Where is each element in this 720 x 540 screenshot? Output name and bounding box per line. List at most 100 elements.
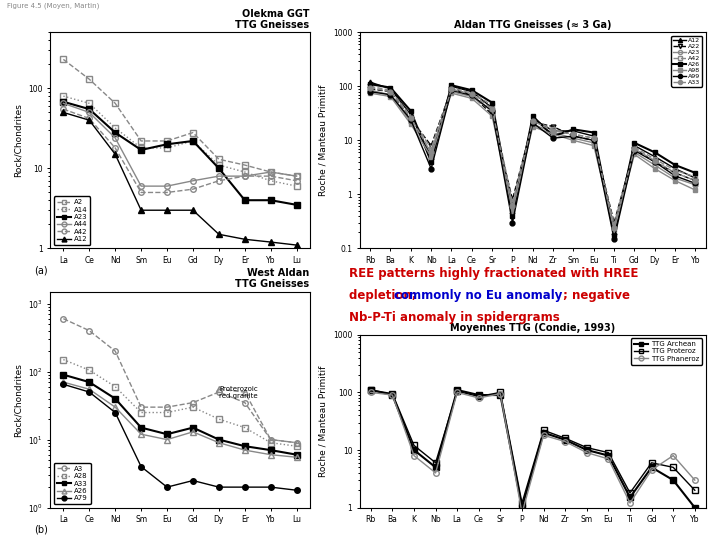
- A23: [111, 130, 120, 136]
- Text: REE patterns highly fractionated with HREE: REE patterns highly fractionated with HR…: [349, 267, 639, 280]
- A26: [630, 140, 639, 146]
- A23: [366, 87, 374, 93]
- A3: [189, 400, 197, 406]
- Line: A22: A22: [368, 86, 698, 225]
- Text: West Aldan
TTG Gneisses: West Aldan TTG Gneisses: [235, 268, 310, 289]
- A33: [215, 436, 223, 443]
- A23: [650, 162, 659, 168]
- A12: [590, 133, 598, 139]
- Text: Nb-P-Ti anomaly in spidergrams: Nb-P-Ti anomaly in spidergrams: [349, 310, 560, 323]
- A42: [59, 106, 68, 112]
- A44: [292, 173, 301, 179]
- A42: [630, 144, 639, 150]
- TTG Phaneroz: [431, 470, 440, 476]
- A98: [610, 227, 618, 233]
- TTG Proteroz: [410, 442, 418, 449]
- TTG Archean: [388, 392, 397, 399]
- Line: A23: A23: [60, 99, 300, 208]
- A99: [691, 180, 700, 187]
- A42: [366, 83, 374, 90]
- TTG Phaneroz: [647, 467, 656, 473]
- A28: [137, 409, 145, 416]
- A12: [366, 79, 374, 85]
- A98: [691, 187, 700, 193]
- TTG Proteroz: [669, 464, 678, 470]
- A33: [111, 395, 120, 402]
- TTG Archean: [453, 387, 462, 393]
- A99: [610, 235, 618, 242]
- Line: A42: A42: [60, 106, 300, 195]
- A14: [266, 178, 275, 184]
- A98: [590, 143, 598, 149]
- A23: [85, 106, 94, 112]
- A42: [137, 189, 145, 195]
- A26: [189, 429, 197, 435]
- A26: [163, 436, 171, 443]
- TTG Proteroz: [474, 393, 483, 400]
- Text: ; negative: ; negative: [563, 289, 630, 302]
- TTG Phaneroz: [690, 477, 699, 483]
- A98: [549, 131, 557, 138]
- A23: [266, 197, 275, 204]
- Line: A2: A2: [60, 57, 300, 179]
- TTG Phaneroz: [496, 390, 505, 397]
- A42: [650, 156, 659, 163]
- A26: [508, 213, 517, 219]
- A42: [85, 115, 94, 122]
- A12: [85, 117, 94, 124]
- A2: [215, 156, 223, 163]
- A2: [266, 169, 275, 176]
- TTG Phaneroz: [474, 395, 483, 401]
- A12: [447, 83, 456, 90]
- Line: TTG Archean: TTG Archean: [368, 387, 698, 510]
- A98: [569, 137, 577, 144]
- A26: [549, 133, 557, 139]
- A22: [549, 123, 557, 130]
- A23: [292, 201, 301, 208]
- TTG Archean: [410, 447, 418, 453]
- A23: [189, 138, 197, 144]
- TTG Archean: [626, 494, 634, 501]
- A12: [386, 86, 395, 92]
- Line: A99: A99: [368, 88, 698, 241]
- A44: [240, 173, 249, 179]
- A33: [386, 89, 395, 95]
- A22: [528, 119, 537, 125]
- A42: [549, 126, 557, 133]
- A33: [240, 443, 249, 449]
- A33: [610, 225, 618, 231]
- A99: [366, 89, 374, 95]
- TTG Proteroz: [388, 390, 397, 397]
- A12: [630, 143, 639, 149]
- A3: [59, 315, 68, 322]
- A26: [407, 108, 415, 114]
- A3: [137, 404, 145, 410]
- TTG Proteroz: [690, 487, 699, 494]
- A12: [427, 153, 436, 160]
- A22: [488, 111, 497, 118]
- A3: [215, 389, 223, 395]
- A28: [266, 440, 275, 446]
- A33: [488, 106, 497, 112]
- A14: [111, 125, 120, 131]
- A28: [240, 424, 249, 431]
- Line: A12: A12: [60, 110, 300, 248]
- A42: [467, 90, 476, 96]
- A12: [137, 207, 145, 213]
- Line: A12: A12: [368, 80, 698, 234]
- Legend: A12, A22, A23, A42, A26, A98, A99, A33: A12, A22, A23, A42, A26, A98, A99, A33: [672, 36, 703, 86]
- TTG Phaneroz: [388, 392, 397, 399]
- A42: [189, 186, 197, 192]
- A42: [427, 145, 436, 152]
- TTG Archean: [582, 447, 591, 453]
- A98: [508, 207, 517, 214]
- A99: [671, 173, 680, 179]
- A44: [215, 173, 223, 179]
- Line: A79: A79: [60, 382, 300, 493]
- Legend: TTG Archean, TTG Proteroz, TTG Phaneroz: TTG Archean, TTG Proteroz, TTG Phaneroz: [631, 338, 702, 365]
- A26: [671, 162, 680, 168]
- A26: [569, 126, 577, 133]
- Text: (a): (a): [34, 266, 48, 276]
- A26: [215, 440, 223, 446]
- A42: [488, 102, 497, 109]
